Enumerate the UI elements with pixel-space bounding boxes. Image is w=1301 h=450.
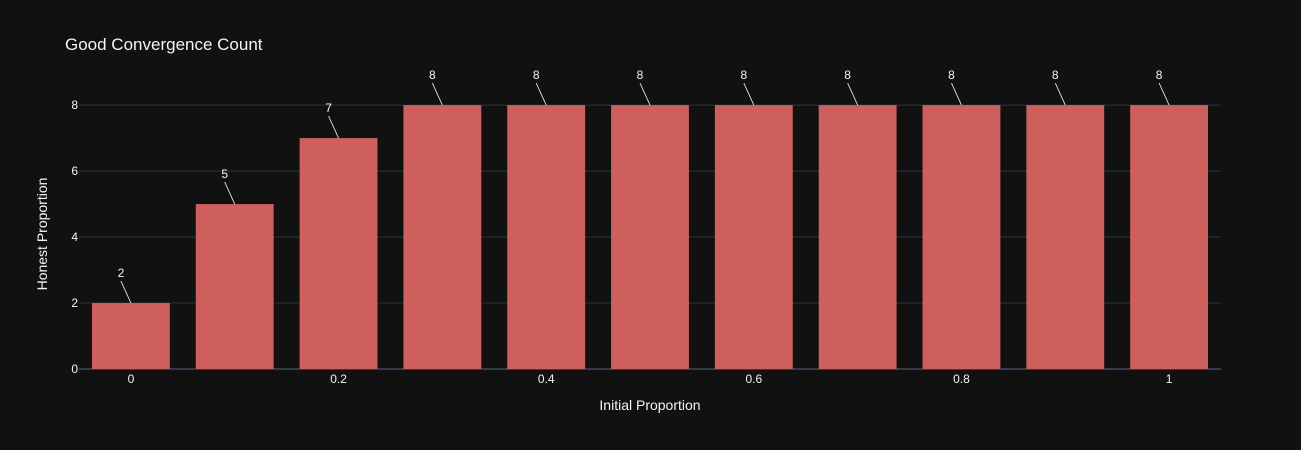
data-label: 8 xyxy=(1052,68,1059,82)
data-label: 8 xyxy=(740,68,747,82)
x-tick-label: 0.6 xyxy=(745,372,762,386)
chart-title: Good Convergence Count xyxy=(65,35,263,54)
data-label-arrow xyxy=(120,280,132,304)
x-tick-label: 0.2 xyxy=(330,372,347,386)
bar xyxy=(195,204,274,369)
y-tick-label: 4 xyxy=(71,230,78,244)
y-tick-label: 2 xyxy=(71,296,78,310)
data-label: 8 xyxy=(637,68,644,82)
bar xyxy=(507,105,586,370)
data-label: 7 xyxy=(325,101,332,115)
y-tick-label: 0 xyxy=(71,362,78,376)
data-label: 8 xyxy=(844,68,851,82)
bar xyxy=(611,105,689,370)
data-label-arrow xyxy=(431,82,443,106)
x-tick-label: 1 xyxy=(1166,372,1173,386)
x-tick-label: 0 xyxy=(128,372,135,386)
data-label-arrow xyxy=(1054,82,1066,106)
y-tick-label: 8 xyxy=(71,98,78,112)
data-label-arrow xyxy=(1158,82,1170,106)
data-label: 8 xyxy=(533,68,540,82)
x-axis-title: Initial Proportion xyxy=(599,397,700,413)
bar xyxy=(403,105,482,370)
data-label: 8 xyxy=(1156,68,1163,82)
y-axis-title: Honest Proportion xyxy=(34,178,50,291)
y-axis-ticks: 0 2 4 6 8 xyxy=(71,98,78,376)
data-label: 8 xyxy=(948,68,955,82)
y-tick-label: 6 xyxy=(71,164,78,178)
data-labels: 2 5 7 8 8 8 8 8 8 8 8 xyxy=(118,68,1170,304)
data-label-arrow xyxy=(743,82,755,106)
bars xyxy=(91,105,1209,370)
bar xyxy=(1026,105,1105,370)
data-label-arrow xyxy=(639,82,651,106)
bar xyxy=(714,105,793,370)
bar xyxy=(1130,105,1209,370)
data-label-arrow xyxy=(224,181,236,205)
data-label-arrow xyxy=(847,82,859,106)
bar xyxy=(299,138,378,369)
x-axis-ticks: 0 0.2 0.4 0.6 0.8 1 xyxy=(128,372,1173,386)
data-label: 2 xyxy=(118,266,125,280)
data-label: 8 xyxy=(429,68,436,82)
data-label-arrow xyxy=(535,82,547,106)
data-label-arrow xyxy=(951,82,962,106)
x-tick-label: 0.8 xyxy=(953,372,970,386)
bar xyxy=(922,105,1001,370)
data-label-arrow xyxy=(328,115,339,139)
bar xyxy=(818,105,897,370)
data-label: 5 xyxy=(221,167,228,181)
x-tick-label: 0.4 xyxy=(538,372,555,386)
bar xyxy=(91,303,170,369)
